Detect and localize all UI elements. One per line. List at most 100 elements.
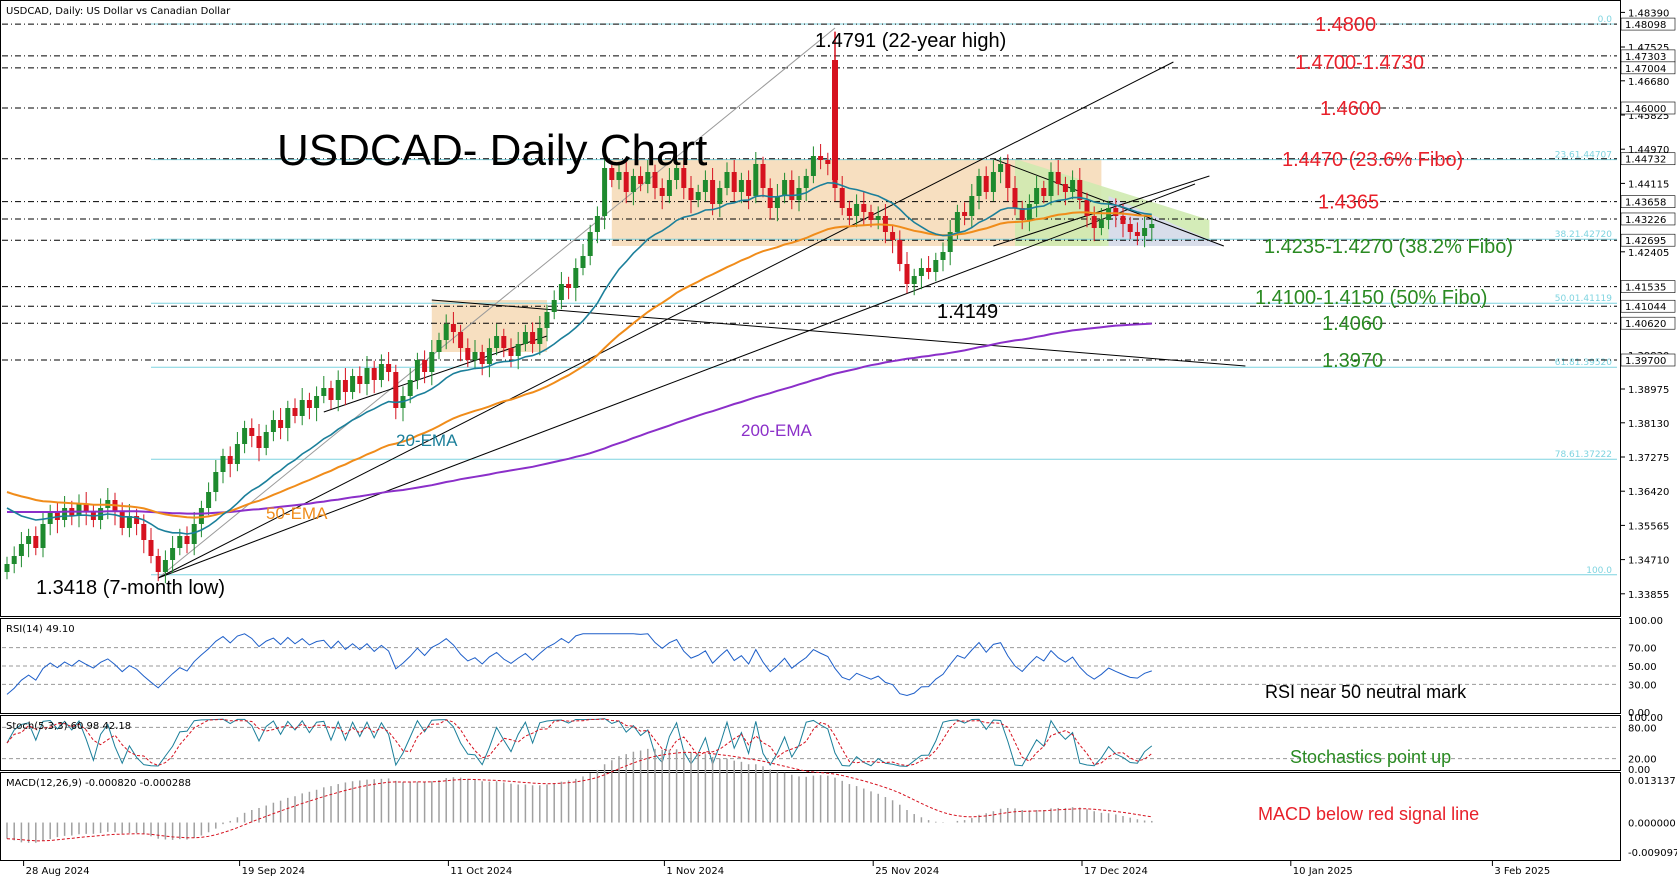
price-tag-box [1620,212,1676,226]
candle-body [875,216,881,220]
candle-body [789,180,795,200]
macd-tick-label: 0.000000 [1628,819,1676,830]
channel-main-lower [158,183,1196,579]
candle-body [825,160,831,164]
label-20-ema: 20-EMA [396,431,458,450]
channel-main-upper [157,61,1174,579]
candle-body [897,240,903,264]
candle-body [753,164,759,196]
candle-body [710,180,716,204]
candle-body [40,524,46,548]
price-tick-label: 1.38130 [1628,419,1669,430]
candle-body [782,180,788,196]
price-tag: 1.43658 [1625,198,1666,209]
candle-body [371,368,377,380]
candle-body [1127,224,1133,232]
candle-body [1120,216,1126,224]
price-tick-label: 1.47525 [1628,43,1669,54]
candle-body [98,508,104,520]
price-tag: 1.47004 [1625,64,1666,75]
candle-body [494,336,500,348]
candle-body [1041,188,1047,196]
candle-body [206,492,212,508]
candle-body [436,340,442,352]
candle-body [839,188,845,208]
macd-signal-line [6,751,1152,842]
candle-body [76,504,82,516]
candle-body [170,548,176,560]
candle-body [1077,180,1083,200]
candle-body [4,564,10,572]
candle-body [285,408,291,428]
candle-body [472,352,478,360]
fibo-label: 61.81.39520 [1555,358,1613,368]
candle-body [328,388,334,400]
candle-body [954,212,960,232]
candle-body [350,376,356,392]
candle-body [666,180,672,196]
date-label: 10 Jan 2025 [1293,866,1353,877]
price-panel [0,0,1621,617]
rsi-tick-label: 70.00 [1628,644,1657,655]
candle-body [1019,208,1025,220]
fibo-label: 50.01.41119 [1555,294,1613,304]
stoch-tick-label: 80.00 [1628,723,1657,734]
level-label: 1.4600 [1320,98,1381,120]
price-tag-box [1620,233,1676,247]
candle-body [911,276,917,284]
fibo-label: 38.21.42720 [1555,230,1613,240]
candle-body [11,556,17,564]
candle-body [256,436,262,448]
candle-body [465,348,471,360]
price-tag-box [1620,17,1676,31]
candle-body [234,444,240,464]
candle-body [62,508,68,520]
candle-body [940,252,946,260]
candle-body [414,360,420,380]
candle-body [335,380,341,400]
price-tag: 1.48098 [1625,20,1666,31]
candle-body [1005,164,1011,188]
label-50-ema: 50-EMA [266,504,328,523]
candle-body [623,172,629,192]
candle-body [602,168,608,216]
stoch-tick-label: 20.00 [1628,755,1657,766]
stoch-d-line [6,718,1153,767]
candle-body [587,232,593,256]
price-tag-box [1620,152,1676,166]
candle-body [652,172,658,188]
price-tag-box [1620,195,1676,208]
candle-body [854,204,860,216]
level-label: 1.4365 [1318,192,1379,214]
ema200-line [7,322,1152,515]
candle-body [717,188,723,204]
candle-body [976,176,982,196]
price-tag: 1.39700 [1625,356,1666,367]
candle-body [18,544,24,556]
macd-header: MACD(12,26,9) -0.000820 -0.000288 [6,778,191,789]
candle-body [242,428,248,444]
candle-body [1048,172,1054,196]
candle-body [278,420,284,428]
candle-body [530,332,536,344]
candle-body [1055,172,1061,184]
annotation-low-1-4149: 1.4149 [937,301,998,323]
price-tick-label: 1.46680 [1628,77,1669,88]
fibo-label: 23.61.44707 [1555,151,1612,161]
stoch-tick-label: 100.00 [1628,713,1663,724]
candle-body [501,336,507,348]
candle-body [357,376,363,384]
candle-body [724,172,730,188]
price-tag-box [1620,299,1676,313]
candle-body [1084,200,1090,216]
candle-body [148,540,154,556]
candle-body [695,192,701,200]
candle-body [198,508,204,524]
candle-body [443,324,449,340]
candle-body [429,352,435,372]
candle-body [558,284,564,300]
price-tag: 1.46000 [1625,104,1666,115]
price-tag: 1.44732 [1625,155,1666,166]
spike-candle [832,60,838,180]
candle-body [83,504,89,512]
